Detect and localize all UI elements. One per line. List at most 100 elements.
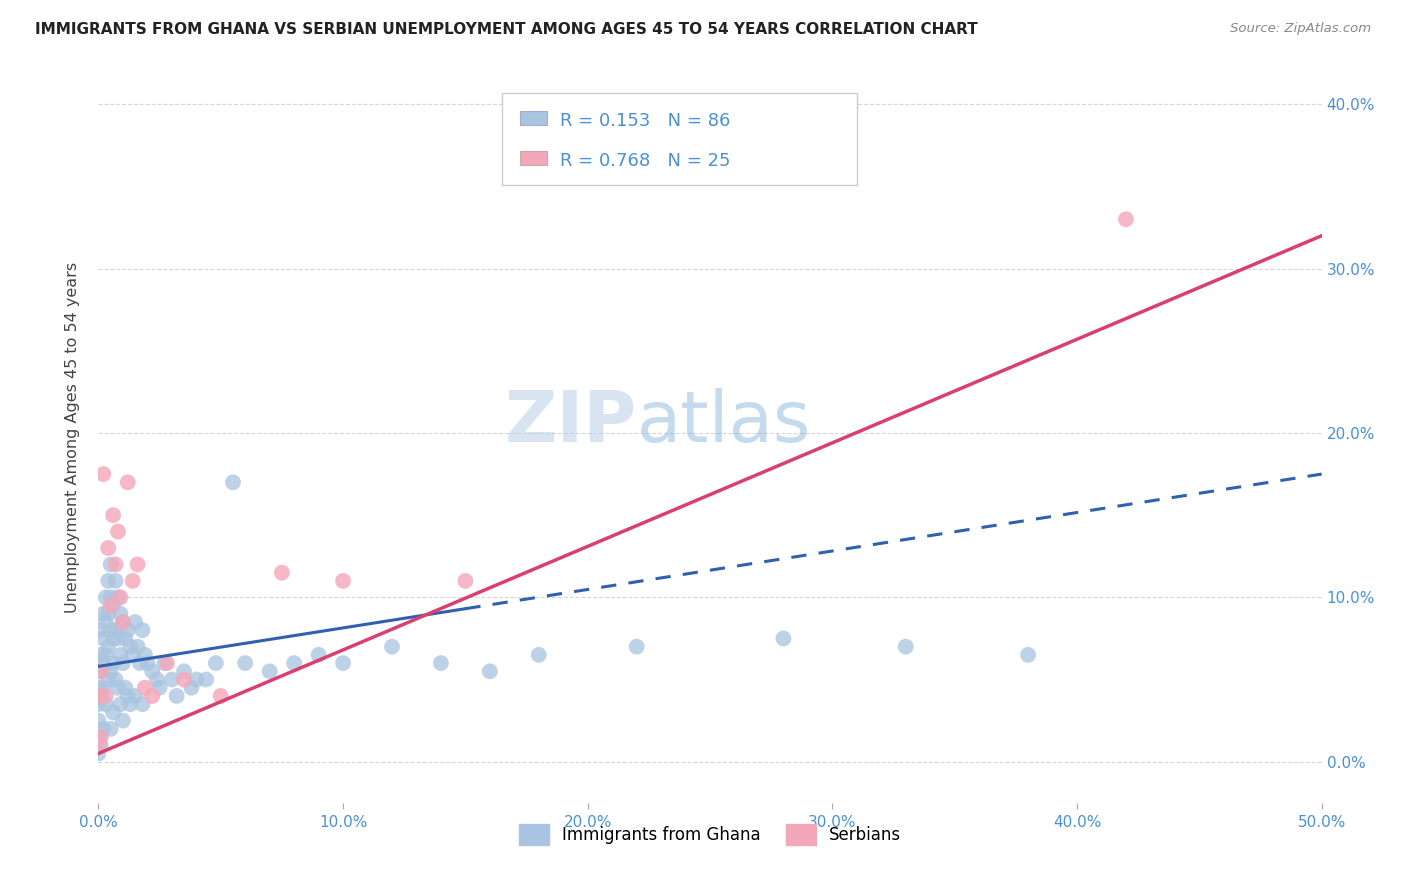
Point bbox=[90, 689, 112, 703]
Legend: Immigrants from Ghana, Serbians: Immigrants from Ghana, Serbians bbox=[510, 816, 910, 853]
FancyBboxPatch shape bbox=[502, 94, 856, 185]
Point bbox=[87, 689, 110, 703]
Point bbox=[430, 656, 453, 670]
Point bbox=[97, 574, 120, 588]
Point bbox=[94, 591, 117, 605]
Point bbox=[146, 673, 169, 687]
Point bbox=[97, 541, 120, 555]
Point bbox=[1115, 212, 1137, 227]
Point bbox=[160, 673, 183, 687]
Point bbox=[173, 665, 195, 679]
Point bbox=[87, 697, 110, 711]
Point bbox=[141, 689, 163, 703]
Point bbox=[156, 656, 179, 670]
Point bbox=[101, 632, 124, 646]
Point bbox=[100, 558, 122, 572]
Point bbox=[222, 475, 245, 490]
Point bbox=[87, 665, 110, 679]
Text: R = 0.153   N = 86: R = 0.153 N = 86 bbox=[560, 112, 730, 129]
Point bbox=[101, 656, 124, 670]
Point bbox=[90, 665, 112, 679]
Point bbox=[110, 697, 132, 711]
Point bbox=[91, 681, 114, 695]
Point bbox=[110, 591, 132, 605]
Point bbox=[87, 689, 110, 703]
Point bbox=[91, 607, 114, 621]
Point bbox=[127, 640, 149, 654]
Point bbox=[94, 648, 117, 662]
Point bbox=[97, 673, 120, 687]
Point bbox=[87, 747, 110, 761]
Text: ZIP: ZIP bbox=[505, 388, 637, 457]
Point bbox=[87, 714, 110, 728]
Point bbox=[131, 697, 153, 711]
Point bbox=[180, 681, 202, 695]
Point bbox=[90, 624, 112, 638]
Point bbox=[454, 574, 477, 588]
Point bbox=[127, 558, 149, 572]
Text: IMMIGRANTS FROM GHANA VS SERBIAN UNEMPLOYMENT AMONG AGES 45 TO 54 YEARS CORRELAT: IMMIGRANTS FROM GHANA VS SERBIAN UNEMPLO… bbox=[35, 22, 979, 37]
Point bbox=[308, 648, 330, 662]
Point bbox=[117, 475, 139, 490]
Point bbox=[100, 599, 122, 613]
Point bbox=[134, 681, 156, 695]
Point bbox=[121, 648, 143, 662]
Point bbox=[894, 640, 917, 654]
Point bbox=[117, 689, 139, 703]
Point bbox=[270, 566, 294, 580]
Point bbox=[626, 640, 648, 654]
Point bbox=[100, 665, 122, 679]
Point bbox=[107, 591, 129, 605]
Point bbox=[90, 739, 112, 753]
Point bbox=[111, 656, 134, 670]
Y-axis label: Unemployment Among Ages 45 to 54 years: Unemployment Among Ages 45 to 54 years bbox=[65, 261, 80, 613]
Point bbox=[90, 665, 112, 679]
Point bbox=[87, 739, 110, 753]
Point bbox=[527, 648, 550, 662]
Point bbox=[91, 722, 114, 736]
Point bbox=[107, 681, 129, 695]
Point bbox=[332, 574, 354, 588]
Point bbox=[104, 673, 127, 687]
Bar bbox=[520, 152, 547, 165]
Point bbox=[101, 508, 124, 523]
Point bbox=[173, 673, 195, 687]
Text: atlas: atlas bbox=[637, 388, 811, 457]
Point bbox=[87, 681, 110, 695]
Point bbox=[114, 632, 136, 646]
Point bbox=[141, 665, 163, 679]
Point bbox=[94, 615, 117, 629]
Point bbox=[136, 656, 159, 670]
Text: Source: ZipAtlas.com: Source: ZipAtlas.com bbox=[1230, 22, 1371, 36]
Bar bbox=[520, 112, 547, 125]
Point bbox=[107, 632, 129, 646]
Point bbox=[97, 640, 120, 654]
Point bbox=[101, 599, 124, 613]
Point bbox=[149, 681, 172, 695]
Point bbox=[209, 689, 232, 703]
Point bbox=[104, 574, 127, 588]
Point bbox=[120, 697, 142, 711]
Point bbox=[1017, 648, 1039, 662]
Point bbox=[100, 722, 122, 736]
Point bbox=[90, 730, 112, 744]
Point bbox=[94, 689, 117, 703]
Point bbox=[111, 615, 134, 629]
Point bbox=[111, 714, 134, 728]
Point bbox=[97, 607, 120, 621]
Point bbox=[91, 656, 114, 670]
Point bbox=[332, 656, 354, 670]
Point bbox=[110, 607, 132, 621]
Point bbox=[91, 632, 114, 646]
Point bbox=[153, 656, 176, 670]
Point bbox=[134, 648, 156, 662]
Point bbox=[124, 689, 146, 703]
Point bbox=[104, 624, 127, 638]
Point bbox=[166, 689, 188, 703]
Point bbox=[259, 665, 281, 679]
Text: R = 0.768   N = 25: R = 0.768 N = 25 bbox=[560, 152, 730, 169]
Point bbox=[205, 656, 228, 670]
Point bbox=[131, 624, 153, 638]
Point bbox=[111, 615, 134, 629]
Point bbox=[101, 706, 124, 720]
